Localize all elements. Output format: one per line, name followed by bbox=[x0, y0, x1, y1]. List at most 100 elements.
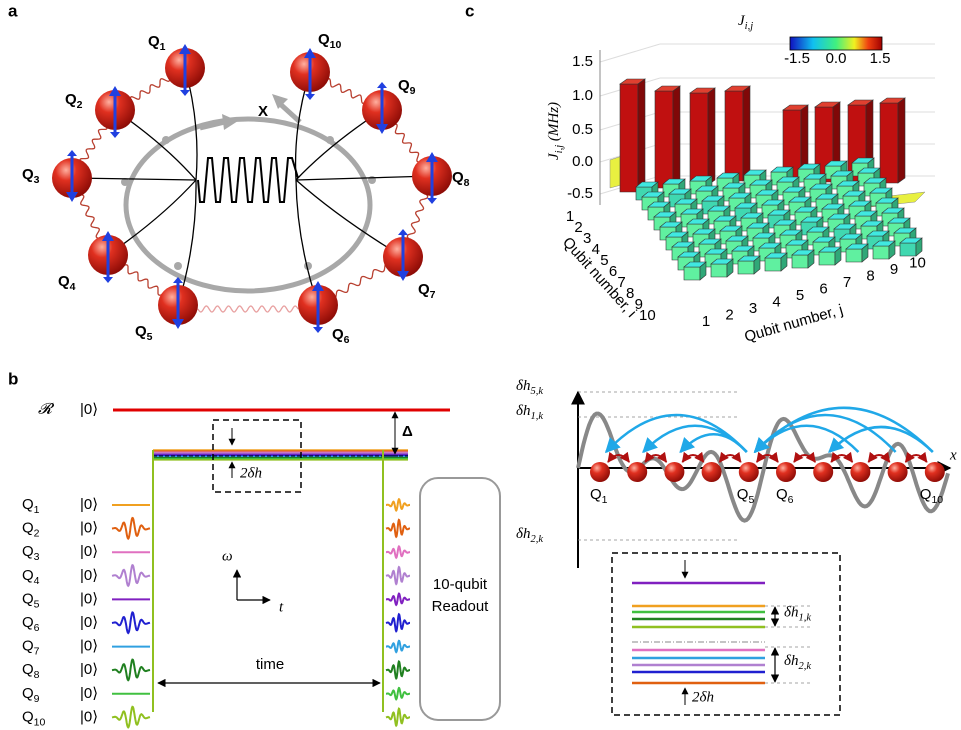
level-label-base: δh bbox=[516, 526, 530, 542]
level-label: δh1,k bbox=[516, 403, 543, 422]
loop-node bbox=[162, 136, 170, 144]
qubit-label-base: Q bbox=[22, 638, 34, 655]
freq-axis-label: ω bbox=[222, 548, 233, 564]
inset-level-label-base: δh bbox=[784, 653, 798, 669]
panel-label: b bbox=[8, 369, 18, 388]
colorbar-tick-label: 0.0 bbox=[826, 50, 847, 67]
z-tick-label: 1.5 bbox=[572, 53, 593, 70]
coupling-bar-front bbox=[690, 93, 708, 185]
qubit-label-base: Q bbox=[22, 708, 34, 725]
spin-arrow-tail bbox=[180, 90, 190, 96]
qubit-label-sub: 7 bbox=[430, 289, 436, 301]
spin-arrow-tail bbox=[377, 82, 387, 88]
qubit-label-base: Q bbox=[148, 33, 160, 50]
qubit-label-base: Q bbox=[58, 273, 70, 290]
panel-label: a bbox=[8, 1, 18, 20]
i-tick-label: 4 bbox=[592, 241, 600, 258]
qubit-label-sub: 4 bbox=[70, 281, 76, 293]
j-tick-label: 1 bbox=[702, 313, 710, 330]
spin-arrow-tail bbox=[103, 277, 113, 283]
qubit-label-base: Q bbox=[135, 323, 147, 340]
state-label: |0⟩ bbox=[80, 496, 98, 513]
qubit-label: Q7 bbox=[418, 281, 436, 301]
j-tick-label: 5 bbox=[796, 287, 804, 304]
z-axis-label-sub: i,j bbox=[554, 145, 565, 154]
qubit-label-sub: 9 bbox=[34, 693, 40, 705]
qubit-label-sub: 5 bbox=[147, 331, 153, 343]
qubit-label-base: Q bbox=[22, 567, 34, 584]
coupling-wave bbox=[198, 306, 298, 312]
qubit-label-base: Q bbox=[398, 77, 410, 94]
qubit-label: Q1 bbox=[22, 496, 40, 516]
qubit-label-base: Q bbox=[22, 496, 34, 513]
wave-packet bbox=[386, 709, 410, 726]
wave-packet bbox=[112, 707, 150, 728]
wave-packet bbox=[386, 641, 410, 652]
coupling-cube-front bbox=[711, 264, 727, 277]
level-label-sub: 2,k bbox=[530, 534, 543, 545]
level-label-base: δh bbox=[516, 403, 530, 419]
coupling-bar-side bbox=[743, 86, 750, 181]
readout-label: Readout bbox=[432, 598, 490, 615]
coupling-bar-side bbox=[898, 98, 905, 183]
coupling-cube-front bbox=[792, 255, 808, 268]
j-tick-label: 10 bbox=[909, 254, 926, 271]
qubit-label-base: Q bbox=[776, 486, 788, 503]
state-label: |0⟩ bbox=[80, 638, 98, 655]
wave-packet bbox=[386, 499, 410, 510]
figure: abcXQ1Q2Q3Q4Q5Q6Q7Q8Q9Q10𝓡|0⟩2δhΔQ1|0⟩Q2… bbox=[0, 0, 961, 730]
qubit-label-sub: 10 bbox=[931, 494, 943, 506]
j-tick-label: 7 bbox=[843, 274, 851, 291]
long-range-arrow bbox=[755, 408, 933, 452]
colorbar-tick-label: 1.5 bbox=[870, 50, 891, 67]
loop-arrow-head bbox=[222, 114, 238, 130]
level-label: δh5,k bbox=[516, 378, 543, 397]
coupling-bar-front bbox=[620, 84, 638, 192]
qubit-label: Q1 bbox=[148, 33, 166, 53]
long-range-arrow bbox=[680, 434, 746, 452]
z-axis-label-unit: (MHz) bbox=[546, 102, 562, 145]
z-tick-label: 1.0 bbox=[572, 87, 593, 104]
coupling-cube-front bbox=[684, 267, 700, 280]
qubit-label-sub: 8 bbox=[34, 669, 40, 681]
wave-packet bbox=[112, 660, 150, 681]
axis-label: x bbox=[949, 447, 957, 463]
qubit-label: Q8 bbox=[452, 169, 470, 189]
qubit-label-base: Q bbox=[737, 486, 749, 503]
z-tick-label: 0.5 bbox=[572, 121, 593, 138]
panel-label: c bbox=[465, 1, 474, 20]
coupling-bar-front bbox=[880, 103, 898, 183]
j-tick-label: 3 bbox=[749, 300, 757, 317]
qubit-label-base: Q bbox=[65, 91, 77, 108]
qubit-label-sub: 6 bbox=[788, 494, 794, 506]
state-label: |0⟩ bbox=[80, 567, 98, 584]
coupling-bar-side bbox=[673, 86, 680, 188]
qubit-label-sub: 1 bbox=[602, 494, 608, 506]
inset-level-label: δh2,k bbox=[784, 653, 811, 672]
qubit-label-base: Q bbox=[22, 685, 34, 702]
spin-arrow-tail bbox=[313, 327, 323, 333]
z-axis-label: Ji,j (MHz) bbox=[546, 102, 565, 160]
qubit-label-base: Q bbox=[590, 486, 602, 503]
wave-packet bbox=[386, 546, 410, 557]
level-label-sub: 5,k bbox=[530, 386, 543, 397]
qubit-label-sub: 5 bbox=[748, 494, 754, 506]
spin-arrow-tail bbox=[67, 150, 77, 156]
qubit-label: Q5 bbox=[737, 486, 755, 506]
spread-label: 2δh bbox=[240, 465, 262, 481]
loop-node bbox=[326, 136, 334, 144]
colorbar-title: Ji,j bbox=[738, 13, 753, 32]
i-tick-label: 2 bbox=[574, 219, 582, 236]
qubit-label-sub: 3 bbox=[34, 551, 40, 563]
site-sphere bbox=[590, 462, 610, 482]
qubit-label-sub: 2 bbox=[77, 99, 83, 111]
qubit-label-sub: 2 bbox=[34, 527, 40, 539]
wave-packet bbox=[386, 520, 410, 537]
qubit-label-base: Q bbox=[22, 166, 34, 183]
colorbar-tick-label: -1.5 bbox=[784, 50, 810, 67]
detuning-label: Δ bbox=[402, 423, 413, 440]
j-tick-label: 2 bbox=[725, 306, 733, 323]
qubit-label-base: Q bbox=[22, 543, 34, 560]
qubit-label-sub: 7 bbox=[34, 645, 40, 657]
time-axis-label: t bbox=[279, 599, 284, 615]
